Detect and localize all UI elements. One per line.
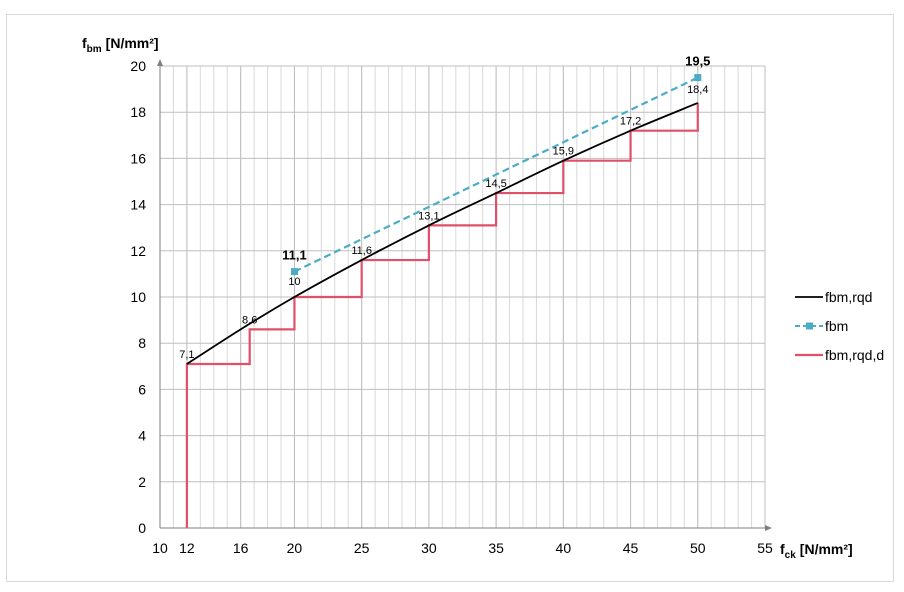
y-tick-label: 14 <box>130 197 146 213</box>
x-axis-title-unit: [N/mm²] <box>800 541 853 557</box>
data-label: 14,5 <box>485 178 506 190</box>
data-labels: 7,1 8,6 10 11,6 13,1 14,5 15,9 17,2 18,4 11,1 19,5 <box>179 54 710 361</box>
series-fbm-rqd-d-line <box>185 102 699 528</box>
y-axis-title-main: f <box>82 35 87 51</box>
series-fbm-rqd-line <box>186 102 699 365</box>
legend-label: fbm <box>825 318 848 334</box>
x-tick-label: 12 <box>179 540 195 556</box>
data-label: 11,6 <box>351 245 372 257</box>
series-layer <box>185 74 702 528</box>
y-tick-label: 10 <box>130 289 146 305</box>
data-label: 17,2 <box>620 116 641 128</box>
y-tick-label: 8 <box>138 335 146 351</box>
x-axis-title: fck [N/mm²] <box>780 541 853 561</box>
y-tick-label: 2 <box>138 474 146 490</box>
data-label: 13,1 <box>418 210 439 222</box>
x-tick-label: 25 <box>354 540 370 556</box>
data-label: 10 <box>288 276 300 288</box>
y-tick-label: 0 <box>138 520 146 536</box>
y-tick-label: 12 <box>130 243 146 259</box>
data-label: 8,6 <box>242 314 257 326</box>
y-axis-title: fbm [N/mm²] <box>82 35 159 55</box>
x-tick-label: 40 <box>556 540 572 556</box>
data-label: 19,5 <box>685 54 710 69</box>
data-label: 11,1 <box>282 248 307 263</box>
major-grid <box>160 65 766 528</box>
x-tick-label: 50 <box>690 540 706 556</box>
data-label: 15,9 <box>553 146 574 158</box>
axes <box>157 59 772 531</box>
y-tick-label: 16 <box>130 150 146 166</box>
data-label: 7,1 <box>179 349 194 361</box>
x-tick-label: 30 <box>421 540 437 556</box>
x-tick-label: 10 <box>152 540 168 556</box>
y-tick-label: 20 <box>130 58 146 74</box>
x-axis-title-sub: ck <box>785 550 797 561</box>
tick-labels: 0 2 4 6 8 10 12 14 16 18 20 10 12 16 20 25 30 35 40 45 50 55 <box>130 58 773 556</box>
x-tick-label: 16 <box>233 540 249 556</box>
x-axis-arrow <box>765 525 772 531</box>
y-tick-label: 4 <box>138 428 146 444</box>
y-axis-title-sub: bm <box>87 44 102 55</box>
y-axis-title-unit: [N/mm²] <box>106 35 159 51</box>
series-fbm-marker <box>694 74 702 82</box>
data-label: 18,4 <box>687 84 708 96</box>
legend-label: fbm,rqd <box>825 289 872 305</box>
x-tick-label: 45 <box>623 540 639 556</box>
legend-marker-fbm <box>806 322 813 330</box>
y-tick-label: 6 <box>138 381 146 397</box>
x-tick-label: 20 <box>287 540 303 556</box>
x-tick-label: 55 <box>757 540 773 556</box>
axis-titles: fbm [N/mm²] fck [N/mm²] <box>82 35 853 561</box>
y-tick-label: 18 <box>130 104 146 120</box>
series-fbm-marker <box>290 268 298 276</box>
y-axis-arrow <box>157 59 163 66</box>
legend-label: fbm,rqd,d <box>825 347 884 363</box>
x-axis-title-main: f <box>780 541 785 557</box>
x-tick-label: 35 <box>488 540 504 556</box>
series-fbm-line <box>293 76 699 273</box>
chart-frame <box>6 14 894 582</box>
legend: fbm,rqd fbm fbm,rqd,d <box>795 289 884 363</box>
